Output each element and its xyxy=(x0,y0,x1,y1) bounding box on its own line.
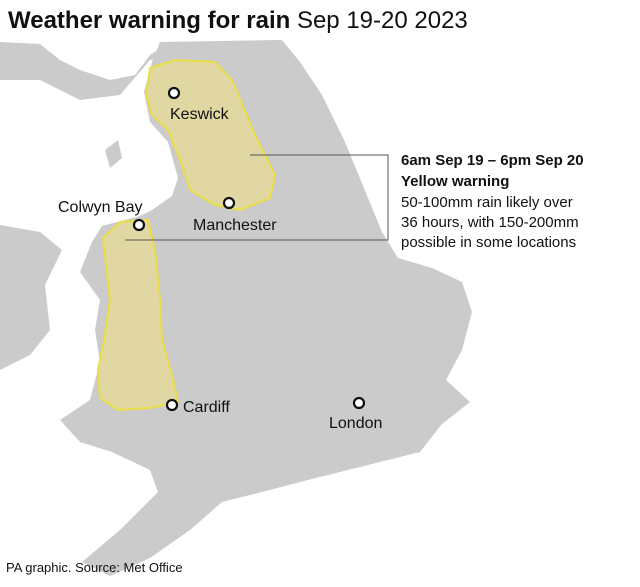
source: PA graphic. Source: Met Office xyxy=(6,560,183,575)
city-label: Colwyn Bay xyxy=(58,199,142,216)
city-marker xyxy=(167,86,181,100)
city-label: London xyxy=(329,415,382,432)
warning-area xyxy=(96,218,180,412)
city-markers xyxy=(132,86,366,412)
warning-line: 50-100mm rain likely over xyxy=(401,194,573,211)
title-dates: Sep 19-20 2023 xyxy=(297,7,468,34)
warning-level: Yellow warning xyxy=(401,173,509,190)
title: Weather warning for rain Sep 19-20 2023 xyxy=(8,7,468,34)
land xyxy=(105,140,122,168)
city-marker xyxy=(132,218,146,232)
land xyxy=(60,40,472,576)
city-label: Cardiff xyxy=(183,399,230,416)
city-marker xyxy=(165,398,179,412)
land xyxy=(0,40,280,100)
land xyxy=(0,225,62,370)
city-label: Keswick xyxy=(170,106,230,123)
warning-period: 6am Sep 19 – 6pm Sep 20 xyxy=(401,152,584,169)
title-main: Weather warning for rain xyxy=(8,7,290,34)
warning-line: 36 hours, with 150-200mm xyxy=(401,214,579,231)
city-marker xyxy=(222,196,236,210)
city-label: Manchester xyxy=(193,217,277,234)
warning-area xyxy=(144,58,277,212)
leader-line xyxy=(125,154,389,241)
warning-line: possible in some locations xyxy=(401,234,576,251)
city-marker xyxy=(352,396,366,410)
